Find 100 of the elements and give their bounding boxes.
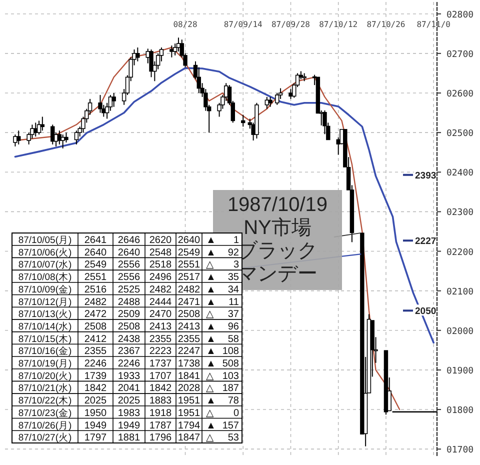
table-cell: 2517 (178, 272, 200, 284)
table-cell: 1949 (84, 420, 107, 432)
ytick: 02400 (446, 168, 474, 179)
annotation: 2393 (415, 170, 436, 182)
table-cell: 2413 (178, 321, 200, 332)
table-cell: 1739 (84, 370, 107, 382)
table-cell: 87/10/19(月) (18, 358, 72, 370)
table-cell: ▲ (206, 235, 216, 246)
table-cell: 2549 (178, 247, 200, 258)
table-cell: 1796 (149, 432, 172, 444)
table-cell: 2482 (149, 284, 172, 296)
table-cell: 3 (233, 260, 239, 271)
table-cell: 2412 (84, 334, 107, 345)
ytick: 02300 (446, 208, 474, 218)
table-cell: 58 (228, 334, 239, 345)
table-cell: 187 (222, 383, 239, 394)
table-cell: 2482 (84, 296, 107, 308)
table-cell: ▲ (206, 247, 216, 258)
table-cell: 87/10/05(月) (18, 235, 72, 246)
annotation: 2227 (415, 236, 436, 248)
table-cell: △ (206, 370, 214, 382)
table-cell: 2508 (118, 321, 140, 332)
table-cell: 2471 (178, 296, 200, 308)
table-cell: 2525 (118, 284, 140, 296)
table-cell: 2041 (118, 383, 140, 394)
table-cell: 53 (228, 432, 239, 444)
table-cell: 2549 (84, 260, 107, 271)
table-cell: △ (206, 260, 214, 271)
table-cell: 2516 (84, 284, 107, 296)
xtick: 08/28 (173, 20, 198, 29)
table-cell: 2472 (84, 309, 107, 320)
table-cell: 2518 (149, 260, 172, 271)
table-cell: 1797 (84, 432, 107, 444)
table-cell: 11 (228, 296, 239, 308)
table-cell: 2640 (118, 247, 140, 258)
table-cell: 2548 (149, 247, 172, 258)
table-cell: 92 (228, 247, 239, 258)
table-cell: 87/10/15(木) (18, 334, 72, 345)
table-cell: 87/10/14(水) (18, 321, 72, 332)
table-cell: 508 (222, 358, 239, 370)
table-cell: ▲ (206, 346, 216, 358)
table-cell: ▲ (206, 396, 216, 407)
ytick: 02000 (446, 326, 474, 337)
table-cell: 1841 (178, 370, 200, 382)
table-cell: 34 (228, 284, 239, 296)
ytick: 02200 (446, 248, 474, 258)
table-cell: 1794 (178, 420, 200, 432)
table-cell: 87/10/12(月) (18, 296, 72, 308)
table-cell: ▲ (206, 272, 216, 284)
table-cell: 2620 (149, 235, 172, 246)
table-cell: ▲ (206, 284, 216, 296)
table-cell: 2246 (84, 358, 107, 370)
ytick: 02500 (446, 129, 474, 140)
xtick: 87/09/28 (271, 20, 310, 29)
table-cell: 1949 (118, 420, 140, 432)
table-cell: 87/10/22(木) (18, 396, 72, 407)
table-cell: 2556 (118, 272, 140, 284)
table-cell: △ (206, 383, 214, 394)
table-cell: 87/10/06(火) (18, 247, 72, 258)
table-cell: 78 (228, 396, 239, 407)
table-cell: 2641 (84, 235, 107, 246)
table-cell: 87/10/26(月) (18, 420, 72, 432)
table-cell: 1933 (118, 370, 140, 382)
ytick: 02600 (446, 90, 474, 100)
table-cell: 2509 (118, 309, 140, 320)
table-cell: 87/10/21(水) (18, 383, 72, 394)
table-cell: 2413 (149, 321, 172, 332)
table-cell: 35 (228, 272, 239, 284)
ytick: 02100 (446, 287, 474, 298)
table-cell: 2438 (118, 334, 140, 345)
table-cell: 1951 (178, 408, 200, 419)
annotation: 2050 (415, 306, 436, 318)
table-cell: 1951 (178, 396, 200, 407)
table-cell: 2496 (149, 272, 172, 284)
table-cell: 2355 (84, 346, 107, 358)
table-cell: ▲ (206, 358, 216, 370)
table-cell: 2028 (178, 383, 200, 394)
table-cell: 2367 (118, 346, 140, 358)
ytick: 02700 (446, 50, 474, 60)
table-cell: 96 (228, 321, 239, 332)
ytick: 01700 (446, 446, 474, 456)
table-cell: 2025 (84, 396, 107, 407)
table-cell: 2551 (84, 272, 107, 284)
table-cell: 2246 (118, 358, 140, 370)
table-cell: △ (206, 432, 214, 444)
table-cell: 87/10/20(火) (18, 370, 72, 382)
table-cell: 87/10/16(金) (18, 346, 72, 358)
table-cell: 1842 (84, 383, 107, 394)
table-cell: 2025 (118, 396, 140, 407)
xtick: 87/10/26 (366, 20, 406, 29)
table-cell: 2551 (178, 260, 200, 271)
table-cell: 1738 (178, 358, 200, 370)
table-cell: 1847 (178, 432, 200, 444)
table-cell: 87/10/07(水) (18, 260, 72, 271)
annotation: NY市場 (244, 217, 312, 239)
table-cell: 2640 (84, 247, 107, 258)
table-cell: 1 (233, 235, 239, 246)
table-cell: 1707 (149, 370, 172, 382)
table-cell: ▲ (206, 420, 216, 432)
table-cell: 108 (222, 346, 239, 358)
